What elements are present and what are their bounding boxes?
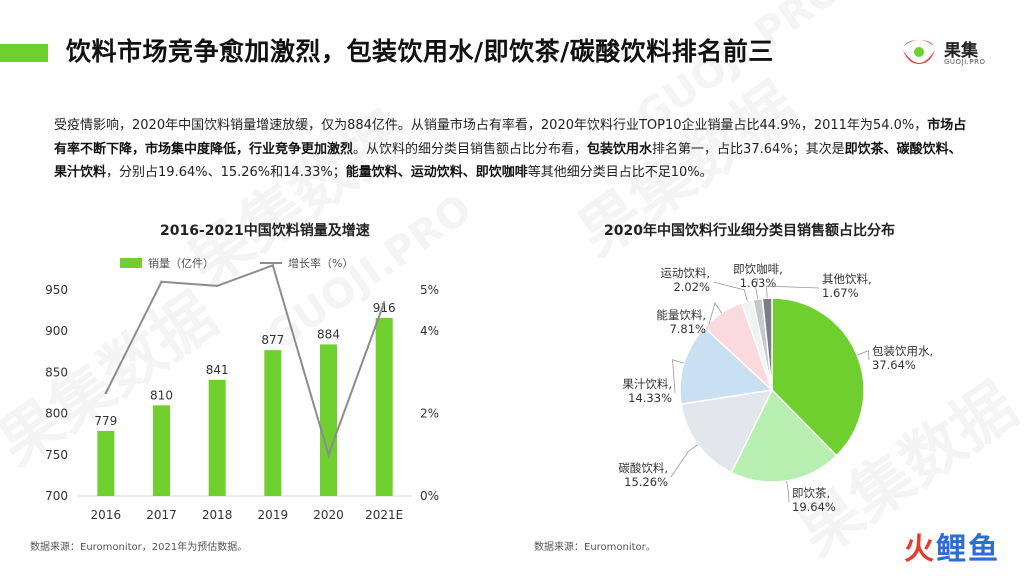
pie-slice [761, 297, 773, 391]
growth-rate-point [382, 301, 386, 304]
leader-line [712, 281, 748, 302]
y-tick-label-right: 4% [420, 324, 439, 338]
y-tick-label-right: 0% [420, 489, 439, 503]
leader-line [786, 480, 790, 503]
logo-icon [903, 40, 935, 64]
legend-label: 增长率（%） [288, 256, 353, 270]
bar-value-label: 884 [317, 327, 340, 341]
y-tick-label-left: 700 [45, 489, 68, 503]
growth-rate-point [160, 280, 163, 283]
slice-label: 果汁饮料, [622, 377, 672, 391]
slice-value-label: 7.81% [669, 322, 706, 336]
summary-highlight: 即饮茶、碳酸饮料、果汁饮料 [54, 141, 962, 181]
growth-rate-point [104, 391, 108, 395]
slice-label: 运动饮料, [660, 266, 710, 280]
bar [208, 379, 226, 496]
slice-value-label: 1.67% [822, 286, 859, 300]
logo-subtext: GUOJI.PRO [944, 58, 986, 66]
x-tick-label: 2020 [313, 508, 344, 522]
summary-highlight: 能量饮料、运动饮料、即饮咖啡 [345, 165, 528, 180]
x-tick-label: 2016 [91, 508, 122, 522]
x-tick-label: 2021E [365, 508, 403, 522]
source-note-left: 数据来源：Euromonitor，2021年为预估数据。 [30, 542, 248, 553]
y-tick-label-right: 2% [420, 407, 439, 421]
x-tick-label: 2019 [258, 508, 289, 522]
pie-slice [679, 326, 774, 406]
bar-line-chart: 销量（亿件） 增长率（%） 950 900 850 800 750 700 5% 4% 2% 0% 77… [45, 256, 439, 522]
summary-highlight: 市场占有率不断下降，市场集中度降低，行业竞争更加激烈 [54, 118, 967, 157]
slice-value-label: 15.26% [624, 475, 668, 489]
slice-label: 其他饮料, [822, 272, 872, 286]
summary-paragraph: 受疫情影响，2020年中国饮料销量增速放缓，仅为884亿件。从销量市场占有率看，… [54, 114, 974, 185]
y-tick-label-left: 750 [45, 448, 68, 462]
source-note-right: 数据来源：Euromonitor。 [534, 542, 656, 553]
corner-brand-a: 火 [904, 532, 936, 567]
bar-value-label: 916 [373, 301, 396, 315]
bar [264, 350, 282, 496]
slice-value-label: 19.64% [792, 500, 836, 514]
slice-value-label: 14.33% [628, 391, 672, 405]
y-tick-label-left: 850 [45, 365, 68, 379]
summary-text: 受疫情影响，2020年中国饮料销量增速放缓，仅为884亿件。从销量市场占有率看，… [54, 118, 928, 133]
bar [375, 318, 393, 496]
page-title: 饮料市场竞争愈加激烈，包装饮用水/即饮茶/碳酸饮料排名前三 [66, 37, 774, 66]
leader-line [755, 277, 759, 300]
summary-text: ，分别占19.64%、15.26%和14.33%； [106, 165, 346, 180]
pie-chart-title: 2020年中国饮料行业细分类目销售额占比分布 [604, 223, 895, 239]
pie-chart: 包装饮用水,37.64% 即饮茶,19.64% 碳酸饮料,15.26% 果汁饮料,14… [618, 262, 933, 514]
x-tick-label: 2017 [146, 508, 177, 522]
growth-rate-point [327, 453, 330, 456]
slice-label: 碳酸饮料, [618, 461, 668, 475]
slice-label: 即饮茶, [792, 486, 830, 500]
y-tick-label-left: 800 [45, 407, 68, 421]
slice-value-label: 37.64% [872, 358, 916, 372]
bar-value-label: 841 [206, 363, 229, 377]
x-tick-label: 2018 [202, 508, 233, 522]
summary-text: 等其他细分类目占比不足10%。 [527, 165, 713, 180]
leader-line [857, 350, 870, 361]
legend-swatch-bar [120, 258, 142, 268]
leader-line [672, 359, 685, 394]
pie-slice [730, 388, 838, 483]
bar [153, 405, 170, 496]
title-accent-bar [0, 44, 48, 62]
legend-label: 销量（亿件） [148, 256, 214, 270]
slice-value-label: 2.02% [673, 280, 710, 294]
summary-highlight: 包装饮用水 [587, 141, 653, 157]
leader-line [670, 444, 699, 478]
corner-brand: 火鲤鱼 [904, 524, 1000, 568]
bar-value-label: 877 [261, 333, 284, 347]
bar-value-label: 810 [150, 388, 173, 402]
bar [320, 344, 337, 496]
growth-rate-point [215, 284, 219, 288]
growth-rate-point [271, 264, 275, 267]
bar-chart-title: 2016-2021中国饮料销量及增速 [160, 223, 370, 239]
leader-line [766, 285, 820, 299]
slice-label: 包装饮用水, [872, 344, 933, 358]
bar-value-label: 779 [94, 414, 117, 428]
leader-line [708, 302, 722, 325]
summary-text: 。从饮料的细分类目销售额占比分布看， [353, 141, 588, 157]
pie-slice [771, 297, 865, 457]
slice-label: 能量饮料, [656, 308, 706, 322]
slice-value-label: 1.63% [740, 276, 777, 290]
growth-rate-line [104, 263, 386, 458]
logo-text: 果集 [944, 41, 978, 61]
summary-text: 排名第一，占比37.64%；其次是 [652, 141, 845, 157]
y-tick-label-left: 900 [45, 324, 68, 338]
y-tick-label-right: 5% [420, 283, 439, 297]
bar [97, 430, 115, 496]
corner-brand-b: 鲤鱼 [936, 532, 1000, 567]
y-tick-label-left: 950 [45, 283, 68, 297]
slice-label: 即饮咖啡, [733, 262, 783, 276]
brand-logo: 果集 GUOJI.PRO [900, 34, 1010, 74]
